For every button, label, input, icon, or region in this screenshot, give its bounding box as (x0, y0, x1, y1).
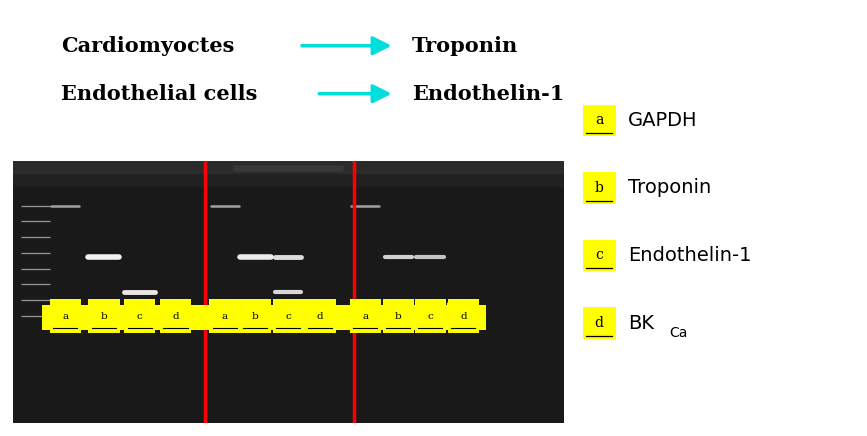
Text: Endothelin-1: Endothelin-1 (412, 84, 564, 104)
Text: a: a (362, 312, 368, 321)
Text: Endothelial cells: Endothelial cells (61, 84, 257, 104)
Text: b: b (595, 181, 603, 195)
Text: d: d (595, 316, 603, 330)
Text: d: d (460, 312, 466, 321)
Text: b: b (395, 312, 401, 321)
Text: b: b (252, 312, 258, 321)
Text: d: d (317, 312, 323, 321)
Text: a: a (595, 113, 603, 127)
Text: c: c (595, 249, 603, 262)
Text: Troponin: Troponin (412, 36, 518, 56)
Text: d: d (173, 312, 179, 321)
Bar (583, 307, 616, 339)
Text: Troponin: Troponin (628, 178, 711, 198)
Text: a: a (222, 312, 228, 321)
Text: GAPDH: GAPDH (628, 111, 697, 130)
Text: c: c (137, 312, 142, 321)
Text: b: b (101, 312, 108, 321)
Text: BK: BK (628, 313, 654, 333)
Text: Cardiomyoctes: Cardiomyoctes (61, 36, 234, 56)
Bar (583, 105, 616, 136)
Bar (583, 172, 616, 204)
Text: c: c (285, 312, 291, 321)
Bar (42, 305, 486, 330)
Text: a: a (62, 312, 68, 321)
Text: Endothelin-1: Endothelin-1 (628, 246, 751, 265)
Bar (583, 240, 616, 271)
Text: Ca: Ca (669, 326, 688, 340)
Text: c: c (427, 312, 434, 321)
